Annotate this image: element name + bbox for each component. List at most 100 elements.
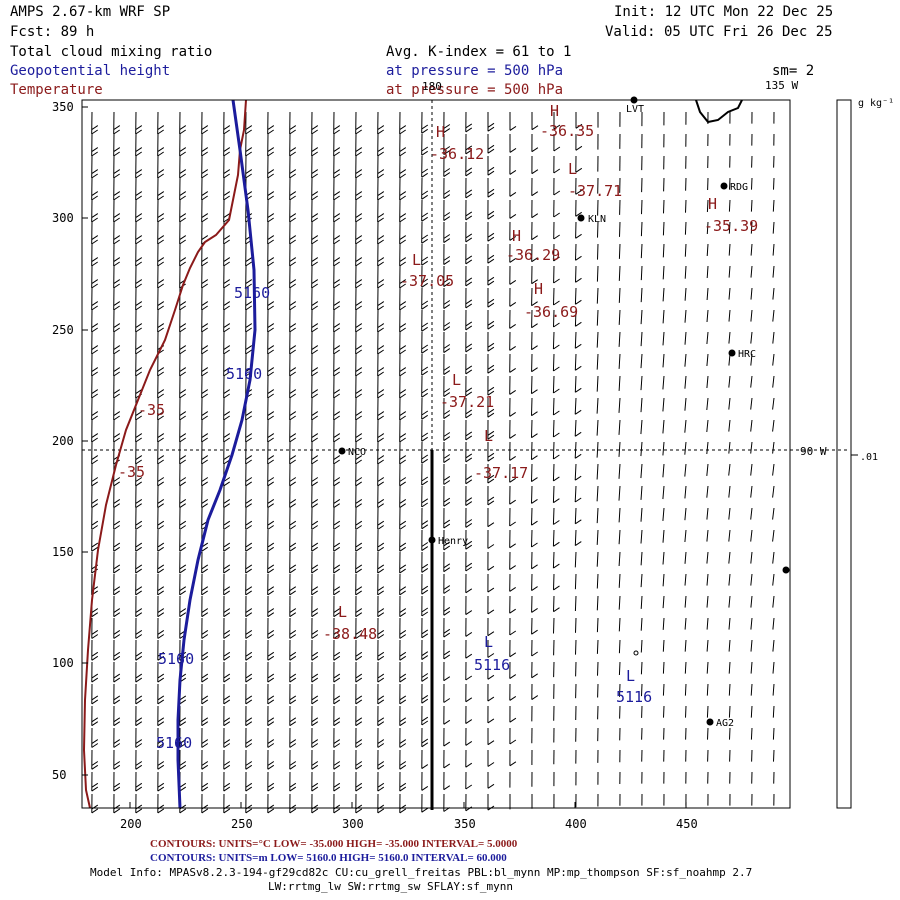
wind-barb: [135, 507, 143, 530]
wind-barb: [465, 375, 473, 397]
wind-barb: [135, 397, 143, 421]
wind-barb: [377, 397, 385, 421]
wind-barb: [487, 353, 495, 374]
wind-barb: [223, 155, 231, 179]
wind-barb: [750, 309, 753, 322]
wind-barb: [487, 595, 495, 615]
wind-barb: [399, 133, 407, 157]
wind-barb: [487, 375, 495, 396]
wind-barb: [640, 397, 643, 413]
temp-val: -36.69: [524, 303, 578, 321]
wind-barb: [640, 309, 643, 325]
wind-barb: [311, 397, 319, 421]
wind-barb: [465, 683, 473, 703]
wind-barb: [201, 155, 209, 179]
wind-barb: [750, 727, 753, 740]
wind-barb: [465, 573, 473, 594]
wind-barb: [245, 243, 253, 267]
temp-sym: H: [512, 227, 521, 245]
wind-barb: [596, 529, 599, 545]
wind-barb: [201, 133, 209, 157]
k-index-range: Avg. K-index = 61 to 1: [386, 44, 572, 60]
wind-barb: [574, 507, 582, 525]
wind-barb: [245, 507, 253, 530]
wind-barb: [399, 441, 407, 465]
wind-barb: [311, 661, 319, 683]
height-sym: L: [484, 633, 493, 651]
wind-barb: [399, 529, 407, 552]
wind-barb: [201, 331, 209, 355]
wind-barb: [289, 353, 297, 377]
temp-sym: L: [452, 371, 461, 389]
wind-barb: [333, 133, 341, 157]
wind-barb: [399, 331, 407, 355]
wind-barb: [531, 683, 539, 701]
wind-barb: [289, 727, 297, 748]
wind-barb: [487, 485, 495, 506]
wind-barb: [684, 507, 687, 521]
wind-barb: [640, 529, 643, 544]
wind-barb: [399, 287, 407, 311]
wind-barb: [443, 727, 451, 747]
wind-barb: [443, 529, 451, 551]
wind-barb: [223, 727, 231, 748]
wind-barb: [509, 639, 517, 658]
temp-sym: L: [412, 251, 421, 269]
wind-barb: [399, 111, 407, 135]
lon-label-90w: 90 W: [800, 445, 827, 458]
wind-barb: [333, 683, 341, 705]
wind-barb: [91, 375, 99, 399]
wind-barb: [377, 419, 385, 443]
wind-barb: [311, 265, 319, 289]
wind-barb: [487, 287, 495, 308]
wind-barb: [377, 463, 385, 487]
wind-barb: [487, 705, 495, 724]
wind-barb: [421, 639, 429, 661]
wind-barb: [443, 419, 451, 442]
wind-barb: [267, 551, 275, 574]
wind-barb: [772, 287, 775, 300]
wind-barb: [421, 177, 429, 200]
wind-barb: [465, 661, 473, 681]
wind-barb: [135, 199, 143, 223]
wind-barb: [157, 749, 165, 770]
colorbar-unit: g kg⁻¹: [858, 98, 894, 109]
wind-barb: [751, 177, 753, 190]
wind-barb: [333, 155, 341, 179]
wind-barb: [509, 177, 517, 197]
x-tick-label: 450: [676, 817, 698, 831]
wind-barb: [509, 419, 516, 439]
wind-barb: [662, 617, 665, 630]
wind-barb: [179, 595, 187, 618]
wind-barb: [772, 265, 775, 278]
wind-barb: [377, 199, 385, 223]
wind-barb: [421, 661, 429, 682]
wind-barb: [311, 243, 319, 267]
wind-barb: [223, 617, 231, 639]
x-tick-label: 250: [231, 817, 253, 831]
wind-barb: [377, 683, 385, 705]
wind-barb: [750, 639, 753, 652]
wind-barb: [179, 375, 187, 399]
wind-barb: [684, 309, 687, 323]
wind-barb: [443, 661, 451, 682]
wind-barb: [618, 353, 621, 369]
wind-barb: [421, 199, 429, 222]
wind-barb: [421, 683, 429, 704]
wind-barb: [465, 221, 473, 243]
wind-barb: [113, 793, 121, 814]
x-tick-label: 300: [342, 817, 364, 831]
wind-barb: [91, 529, 99, 552]
wind-barb: [443, 199, 451, 222]
wind-barb: [157, 727, 165, 748]
wind-barb: [421, 441, 429, 464]
wind-barb: [223, 507, 231, 530]
wind-barb: [772, 375, 775, 388]
wind-barb: [201, 243, 209, 267]
wind-barb: [706, 639, 709, 652]
wind-barb: [179, 353, 187, 377]
wind-barb: [706, 507, 709, 520]
wind-barb: [728, 485, 731, 498]
wind-barb: [201, 309, 209, 333]
wind-barb: [596, 573, 599, 589]
